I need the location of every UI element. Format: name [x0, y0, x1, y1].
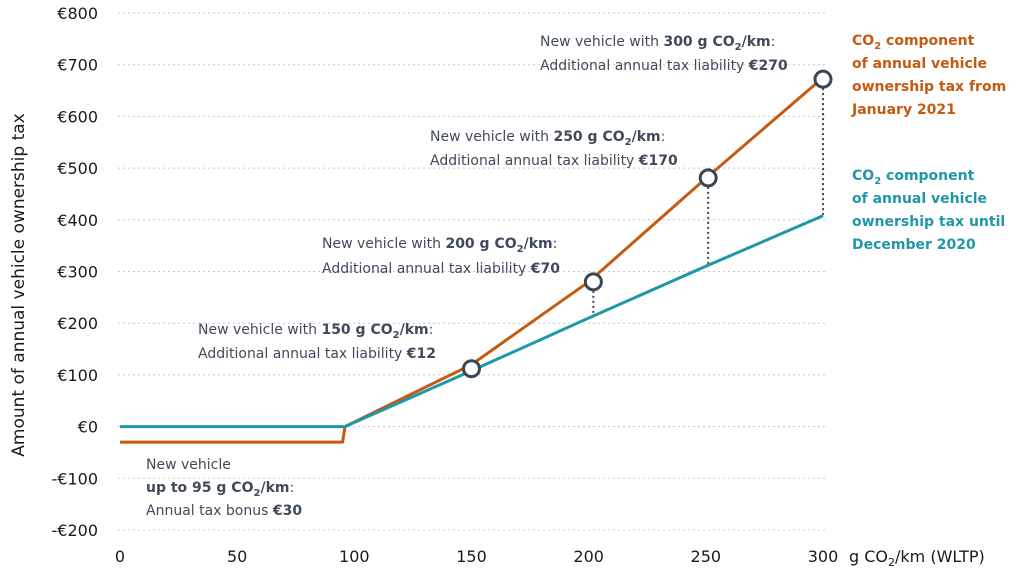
x-tick-label: 150: [456, 547, 487, 566]
series-line-2020: [120, 214, 824, 429]
marker-circle: [462, 359, 481, 379]
annotation-bonus: New vehicle up to 95 g CO2/km: Annual ta…: [146, 457, 302, 519]
svg-text:Additional annual tax liabilit: Additional annual tax liability €170: [430, 153, 678, 169]
y-tick-label: €500: [57, 159, 98, 178]
annotation-250: New vehicle with 250 g CO2/km: Additiona…: [430, 129, 678, 169]
x-tick-label: 200: [573, 547, 604, 566]
y-tick-label: €100: [57, 366, 98, 385]
svg-text:Annual tax bonus €30: Annual tax bonus €30: [146, 503, 302, 519]
y-tick-label: €400: [57, 211, 98, 230]
x-tick-label: 300: [808, 547, 839, 566]
svg-text:New vehicle with 300 g CO2/km:: New vehicle with 300 g CO2/km:: [540, 34, 775, 53]
svg-text:January 2021: January 2021: [851, 102, 956, 118]
svg-text:New vehicle with 250 g CO2/km:: New vehicle with 250 g CO2/km:: [430, 129, 665, 148]
svg-text:December 2020: December 2020: [852, 237, 976, 253]
svg-text:New vehicle with 150 g CO2/km:: New vehicle with 150 g CO2/km:: [198, 322, 433, 341]
svg-text:Additional annual tax liabilit: Additional annual tax liability €270: [540, 58, 788, 74]
legend-new: CO2 component of annual vehicle ownershi…: [851, 33, 1006, 118]
x-tick-label: 100: [339, 547, 370, 566]
x-tick-label: 50: [227, 547, 247, 566]
x-axis-label: g CO2/km (WLTP): [849, 547, 985, 569]
svg-text:Additional annual tax liabilit: Additional annual tax liability €12: [198, 346, 436, 362]
y-tick-label: -€200: [52, 521, 99, 540]
markers: [462, 69, 833, 379]
x-tick-labels: 0 50 100 150 200 250 300: [115, 547, 838, 566]
svg-text:of annual vehicle: of annual vehicle: [852, 191, 987, 207]
y-tick-label: €200: [57, 314, 98, 333]
y-tick-labels: €800 €700 €600 €500 €400 €300 €200 €100 €0 -€100 -…: [52, 4, 99, 540]
y-tick-label: -€100: [52, 469, 99, 488]
svg-text:of annual vehicle: of annual vehicle: [852, 56, 987, 72]
annotation-300: New vehicle with 300 g CO2/km: Additiona…: [540, 34, 788, 74]
svg-text:Additional annual tax liabilit: Additional annual tax liability €70: [322, 261, 560, 277]
marker-circle: [813, 69, 833, 89]
annotation-200: New vehicle with 200 g CO2/km: Additiona…: [322, 236, 560, 277]
svg-text:New vehicle: New vehicle: [146, 457, 231, 473]
svg-text:New vehicle with 200 g CO2/km:: New vehicle with 200 g CO2/km:: [322, 236, 557, 255]
y-tick-label: €700: [57, 56, 98, 75]
y-tick-label: €300: [57, 263, 98, 282]
difference-lines: [592, 88, 824, 317]
y-tick-label: €0: [78, 418, 98, 437]
marker-circle: [583, 272, 603, 292]
svg-text:CO2 component: CO2 component: [852, 33, 975, 52]
y-axis-label: Amount of annual vehicle ownership tax: [9, 113, 29, 456]
svg-text:up to 95 g CO2/km:: up to 95 g CO2/km:: [146, 480, 294, 499]
legend-old: CO2 component of annual vehicle ownershi…: [852, 168, 1005, 253]
grid-layer: [118, 12, 827, 531]
x-tick-label: 0: [115, 547, 125, 566]
y-tick-label: €800: [57, 4, 98, 23]
svg-text:ownership tax from: ownership tax from: [852, 79, 1006, 95]
marker-circle: [698, 168, 718, 188]
y-tick-label: €600: [57, 107, 98, 126]
svg-text:ownership tax until: ownership tax until: [852, 214, 1005, 230]
x-tick-label: 250: [691, 547, 722, 566]
annotation-150: New vehicle with 150 g CO2/km: Additiona…: [198, 322, 436, 362]
svg-text:CO2 component: CO2 component: [852, 168, 975, 187]
